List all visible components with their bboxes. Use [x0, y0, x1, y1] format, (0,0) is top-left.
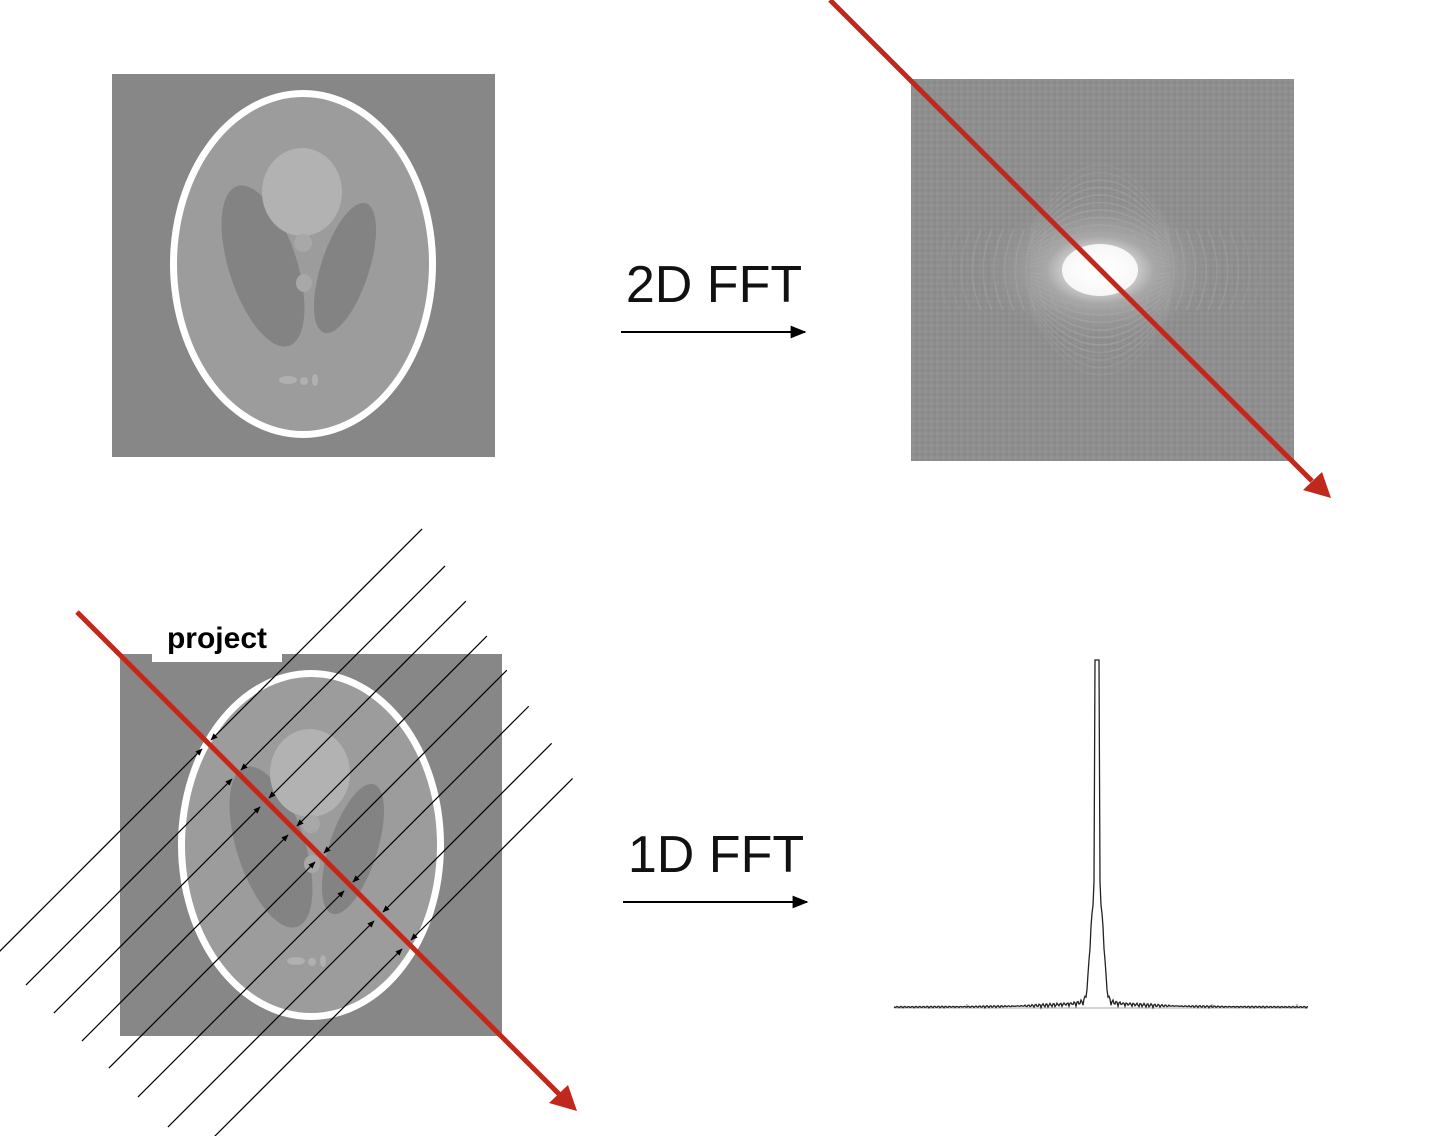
fft1d-transform: 1D FFT: [623, 826, 809, 909]
fft2d-transform: 2D FFT: [621, 256, 807, 339]
projection-ray-outgoing: [53, 806, 261, 1014]
projection-ray-outgoing: [167, 920, 375, 1128]
projection-ray-outgoing: [214, 948, 403, 1136]
projection-ray-incoming: [296, 635, 488, 827]
phantom-image: [112, 74, 495, 457]
projection-ray-incoming: [210, 528, 423, 741]
spectrum-fringe: [960, 229, 972, 311]
fft2d-slice-line: [828, 0, 1331, 498]
projection-ray-incoming: [268, 600, 467, 799]
projection-ray-incoming: [240, 565, 446, 771]
project-label: project: [167, 622, 267, 655]
projection-ray-incoming: [382, 742, 553, 913]
projection-ray-incoming: [323, 669, 508, 854]
projection-rays: [0, 528, 574, 1136]
projection-ray-outgoing: [137, 890, 345, 1098]
projection-ray-outgoing: [108, 861, 316, 1069]
projection-ray-incoming: [410, 777, 574, 941]
fft2d-label: 2D FFT: [626, 256, 802, 314]
fft1d-profile-curve: [893, 659, 1309, 1010]
fft1d-label: 1D FFT: [628, 826, 804, 884]
projection-axis-line: [75, 610, 577, 1111]
spectrum-fringe: [1029, 311, 1171, 376]
spectrum-fringe: [1239, 229, 1251, 311]
spectrum-fringe: [971, 229, 982, 311]
projection-ray-outgoing: [81, 834, 289, 1042]
fft1d-profile-plot: [893, 659, 1309, 1010]
spectrum-fringe: [1029, 164, 1171, 229]
spectrum-fringe: [1218, 229, 1229, 311]
projection-ray-outgoing: [25, 778, 233, 986]
spectrum-fringe: [949, 229, 961, 311]
spectrum-fringe: [939, 229, 950, 311]
spectrum-fringe: [1228, 229, 1240, 311]
projection-ray-incoming: [352, 705, 530, 883]
project-label-box: project: [152, 618, 282, 662]
projection-ray-outgoing: [0, 748, 203, 952]
spectrum-fringe: [1250, 229, 1261, 311]
